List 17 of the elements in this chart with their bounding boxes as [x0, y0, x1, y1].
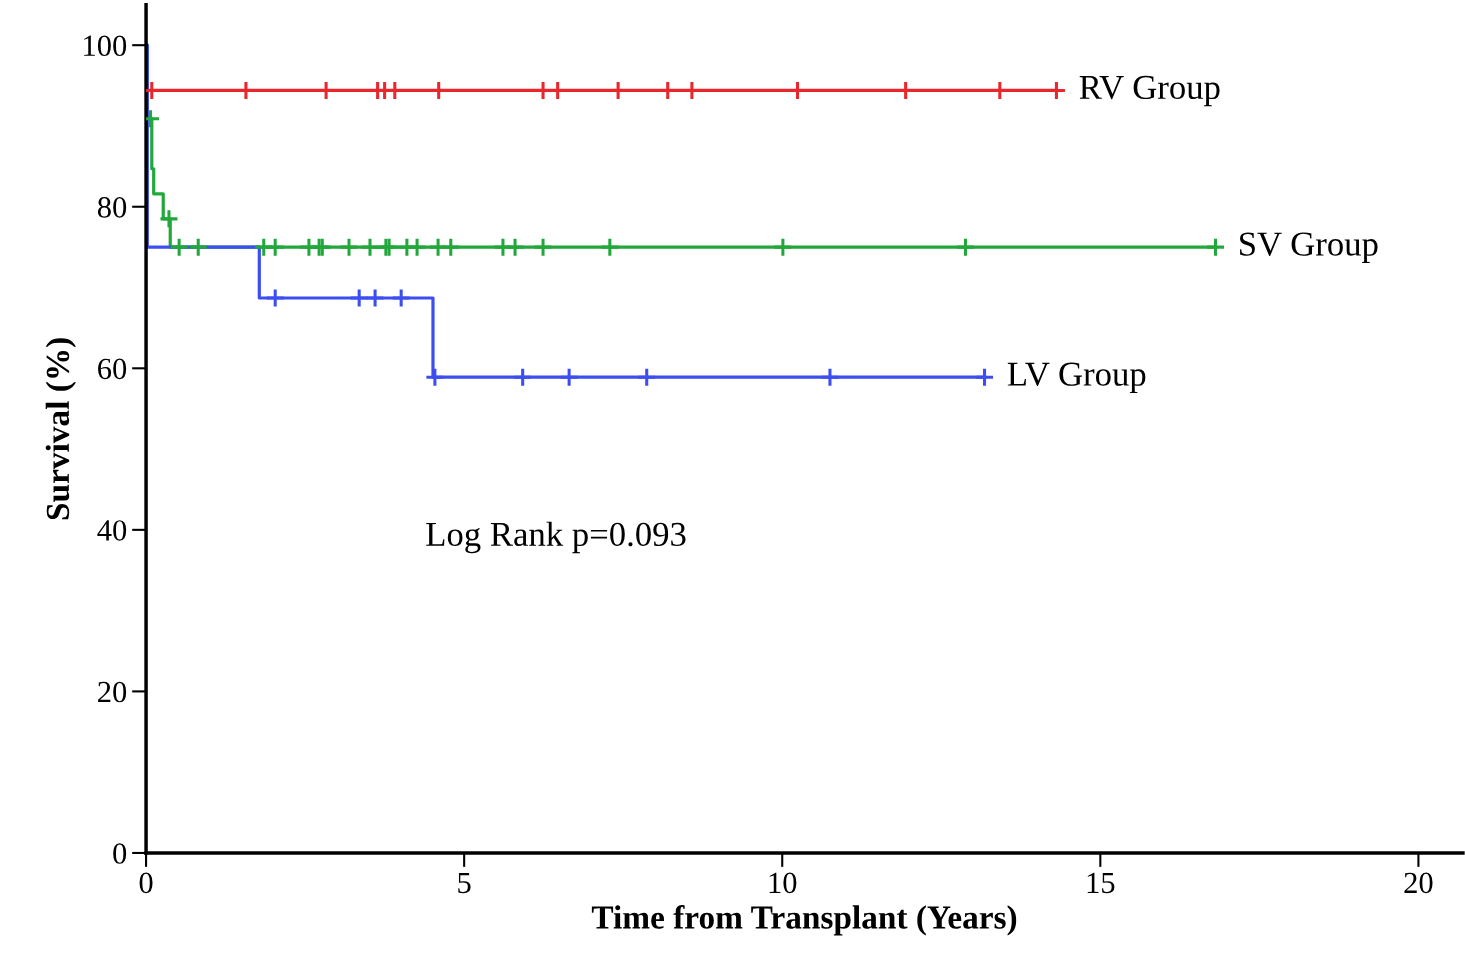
x-tick-label: 0: [139, 872, 153, 894]
y-tick-label: 80: [97, 197, 127, 218]
y-tick-label: 40: [97, 520, 127, 541]
x-tick-label: 5: [458, 872, 471, 894]
y-tick-label: 20: [98, 681, 127, 703]
y-tick-label: 60: [98, 358, 127, 380]
x-axis-title: Time from Transplant (Years): [591, 904, 1017, 936]
x-tick-label: 15: [1087, 872, 1115, 894]
series-label: RV Group: [1079, 75, 1220, 107]
x-tick-label: 10: [769, 872, 797, 894]
y-tick-label: 100: [84, 35, 127, 57]
series-label: LV Group: [1007, 362, 1146, 393]
series-label: SV Group: [1240, 232, 1378, 263]
y-tick-label: 0: [113, 843, 127, 864]
y-axis-title: Survival (%): [45, 338, 76, 520]
annotation: Log Rank p=0.093: [426, 521, 686, 554]
x-tick-label: 20: [1404, 872, 1433, 894]
